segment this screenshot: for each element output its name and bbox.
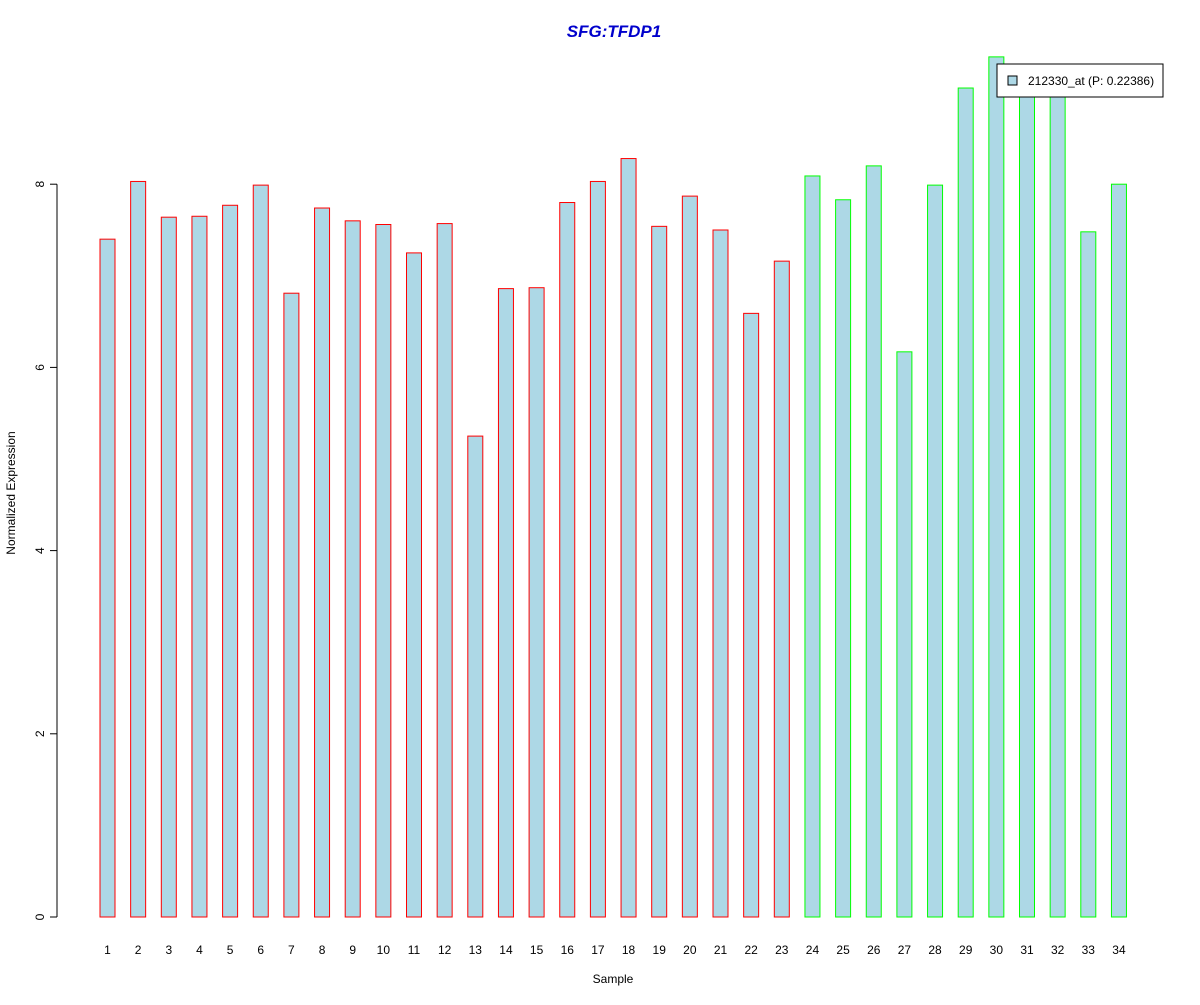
legend: 212330_at (P: 0.22386) — [996, 63, 1164, 98]
bar-sample-11 — [406, 252, 422, 918]
bar-sample-25 — [835, 199, 852, 918]
x-tick-label: 16 — [561, 943, 575, 957]
x-tick-label: 25 — [836, 943, 850, 957]
x-tick-labels: 1 2 3 4 5 6 7 8 9 10 11 12 13 14 15 16 17 18 19 20 21 22 23 24 2… — [104, 943, 1126, 957]
bar-sample-17 — [589, 180, 606, 918]
bar-sample-9 — [344, 220, 361, 918]
bar-sample-28 — [927, 184, 944, 918]
bar-sample-29 — [957, 87, 974, 918]
x-tick-label: 29 — [959, 943, 973, 957]
bar-sample-15 — [528, 287, 545, 918]
x-tick-label: 27 — [898, 943, 912, 957]
x-tick-label: 6 — [257, 943, 264, 957]
legend-swatch — [1007, 75, 1018, 86]
x-tick-label: 19 — [653, 943, 667, 957]
bar-sample-21 — [712, 229, 729, 918]
x-tick-label: 20 — [683, 943, 697, 957]
x-tick-label: 9 — [349, 943, 356, 957]
y-tick-label: 2 — [33, 730, 47, 737]
bars-group — [99, 56, 1127, 918]
bar-sample-24 — [804, 175, 821, 918]
x-axis-label: Sample — [593, 972, 634, 986]
y-tick-label: 8 — [33, 181, 47, 188]
x-tick-label: 28 — [928, 943, 942, 957]
x-tick-label: 17 — [591, 943, 605, 957]
bar-sample-5 — [222, 204, 239, 918]
legend-box — [996, 63, 1164, 98]
x-tick-label: 32 — [1051, 943, 1065, 957]
bar-sample-19 — [651, 225, 668, 918]
bar-sample-13 — [467, 435, 484, 918]
bar-sample-2 — [130, 180, 147, 918]
x-tick-label: 2 — [135, 943, 142, 957]
x-tick-label: 34 — [1112, 943, 1126, 957]
bar-sample-3 — [160, 216, 177, 918]
bar-sample-20 — [681, 195, 698, 918]
bar-sample-32 — [1049, 89, 1066, 918]
bar-sample-27 — [896, 351, 913, 918]
legend-label: 212330_at (P: 0.22386) — [1028, 74, 1154, 88]
x-tick-label: 15 — [530, 943, 544, 957]
x-tick-label: 33 — [1082, 943, 1096, 957]
bar-sample-1 — [99, 238, 116, 918]
bar-sample-16 — [559, 202, 576, 918]
x-tick-label: 11 — [408, 943, 421, 957]
x-tick-label: 3 — [165, 943, 172, 957]
bar-sample-4 — [191, 215, 208, 918]
x-tick-label: 22 — [744, 943, 758, 957]
y-axis: 0 2 4 6 8 — [33, 181, 58, 920]
x-tick-label: 30 — [990, 943, 1004, 957]
bar-sample-26 — [865, 165, 882, 918]
bar-sample-6 — [252, 184, 269, 918]
y-axis-label: Normalized Expression — [4, 431, 18, 554]
bar-sample-34 — [1110, 183, 1127, 918]
x-tick-label: 8 — [319, 943, 326, 957]
x-tick-label: 26 — [867, 943, 881, 957]
x-tick-label: 21 — [714, 943, 728, 957]
x-tick-label: 24 — [806, 943, 820, 957]
bar-sample-7 — [283, 292, 300, 918]
bar-sample-12 — [436, 223, 453, 918]
bar-sample-33 — [1080, 231, 1097, 918]
bar-sample-31 — [1019, 82, 1035, 918]
chart-title: SFG:TFDP1 — [567, 22, 661, 41]
y-tick-label: 4 — [33, 547, 47, 554]
x-tick-label: 4 — [196, 943, 203, 957]
x-tick-label: 18 — [622, 943, 636, 957]
bar-sample-8 — [314, 207, 331, 918]
bar-sample-18 — [620, 158, 637, 918]
bar-sample-14 — [497, 288, 514, 918]
x-tick-label: 7 — [288, 943, 295, 957]
x-tick-label: 14 — [499, 943, 513, 957]
bar-sample-10 — [375, 224, 392, 918]
x-tick-label: 23 — [775, 943, 789, 957]
x-tick-label: 5 — [227, 943, 234, 957]
bar-sample-30 — [988, 56, 1005, 918]
x-tick-label: 12 — [438, 943, 452, 957]
x-tick-label: 13 — [469, 943, 483, 957]
x-tick-label: 31 — [1020, 943, 1034, 957]
x-tick-label: 10 — [377, 943, 391, 957]
y-tick-label: 0 — [33, 913, 47, 920]
x-tick-label: 1 — [104, 943, 111, 957]
bar-sample-23 — [773, 260, 790, 918]
y-tick-label: 6 — [33, 364, 47, 371]
bar-sample-22 — [743, 312, 760, 918]
